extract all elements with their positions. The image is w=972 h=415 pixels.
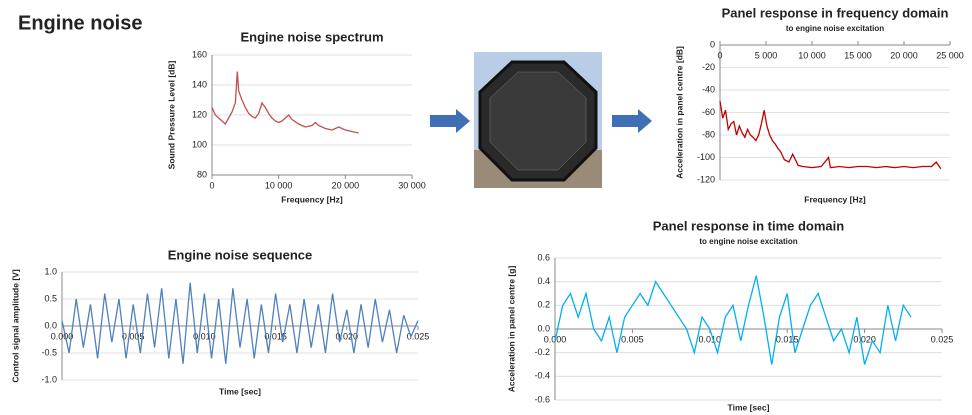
y-tick-label: -80	[702, 129, 715, 139]
x-axis-label: Time [sec]	[728, 402, 770, 412]
panel-photo	[474, 52, 602, 188]
x-tick-label: 0.005	[621, 334, 644, 344]
y-tick-label: -0.5	[41, 347, 57, 357]
y-tick-label: 160	[192, 49, 207, 59]
x-axis-label: Frequency [Hz]	[281, 194, 343, 204]
x-tick-label: 5 000	[755, 50, 778, 60]
arrow	[430, 109, 470, 133]
x-tick-label: 0.015	[264, 331, 287, 341]
x-tick-label: 0.005	[122, 331, 145, 341]
y-tick-label: -1.0	[41, 374, 57, 384]
x-axis-label: Time [sec]	[219, 386, 261, 396]
data-line	[211, 71, 359, 134]
y-axis-label: Sound Pressure Level [dB]	[166, 61, 176, 170]
y-tick-label: 80	[197, 169, 207, 179]
x-tick-label: 0.025	[407, 331, 430, 341]
y-tick-label: -0.4	[534, 371, 550, 381]
y-tick-label: 0.5	[44, 293, 57, 303]
x-tick-label: 15 000	[844, 50, 872, 60]
y-tick-label: -60	[702, 107, 715, 117]
y-tick-label: 0.0	[44, 320, 57, 330]
y-axis-label: Acceleration in panel centre [dB]	[674, 46, 684, 179]
x-tick-label: 0.015	[776, 334, 799, 344]
x-tick-label: 30 000	[398, 180, 426, 190]
y-tick-label: 0.0	[537, 323, 550, 333]
y-tick-label: 100	[192, 139, 207, 149]
y-tick-label: -100	[697, 152, 715, 162]
x-tick-label: 20 000	[890, 50, 918, 60]
x-tick-label: 0.000	[51, 331, 74, 341]
x-tick-label: 0.010	[193, 331, 216, 341]
y-tick-label: 120	[192, 109, 207, 119]
x-tick-label: 0.010	[699, 334, 722, 344]
x-tick-label: 0.020	[336, 331, 359, 341]
data-line	[554, 275, 912, 365]
chart-title: Engine noise sequence	[168, 247, 313, 262]
y-tick-label: -20	[702, 62, 715, 72]
y-axis-label: Control signal amplitude [V]	[10, 269, 20, 383]
y-tick-label: 140	[192, 79, 207, 89]
x-axis-label: Frequency [Hz]	[804, 194, 866, 204]
arrow	[612, 109, 652, 133]
chart-subtitle: to engine noise excitation	[786, 24, 884, 33]
data-line	[719, 101, 942, 170]
y-tick-label: 0	[710, 39, 715, 49]
y-tick-label: -0.2	[534, 347, 550, 357]
y-tick-label: 1.0	[44, 266, 57, 276]
x-tick-label: 25 000	[936, 50, 964, 60]
chart-subtitle: to engine noise excitation	[699, 237, 797, 246]
chart-title: Panel response in time domain	[653, 218, 844, 233]
x-tick-label: 20 000	[332, 180, 360, 190]
y-tick-label: -0.6	[534, 394, 550, 404]
y-tick-label: 0.4	[537, 276, 550, 286]
x-tick-label: 0	[717, 50, 722, 60]
y-tick-label: 0.6	[537, 252, 550, 262]
x-tick-label: 10 000	[265, 180, 293, 190]
data-line	[61, 282, 419, 364]
chart-title: Panel response in frequency domain	[722, 5, 949, 20]
y-tick-label: -40	[702, 84, 715, 94]
y-tick-label: -120	[697, 174, 715, 184]
x-tick-label: 0.025	[931, 334, 954, 344]
y-tick-label: 0.2	[537, 300, 550, 310]
chart-title: Engine noise spectrum	[240, 29, 383, 44]
page-title: Engine noise	[18, 12, 142, 34]
x-tick-label: 0	[209, 180, 214, 190]
y-axis-label: Acceleration in panel centre [g]	[506, 266, 516, 393]
x-tick-label: 10 000	[798, 50, 826, 60]
x-tick-label: 0.020	[853, 334, 876, 344]
